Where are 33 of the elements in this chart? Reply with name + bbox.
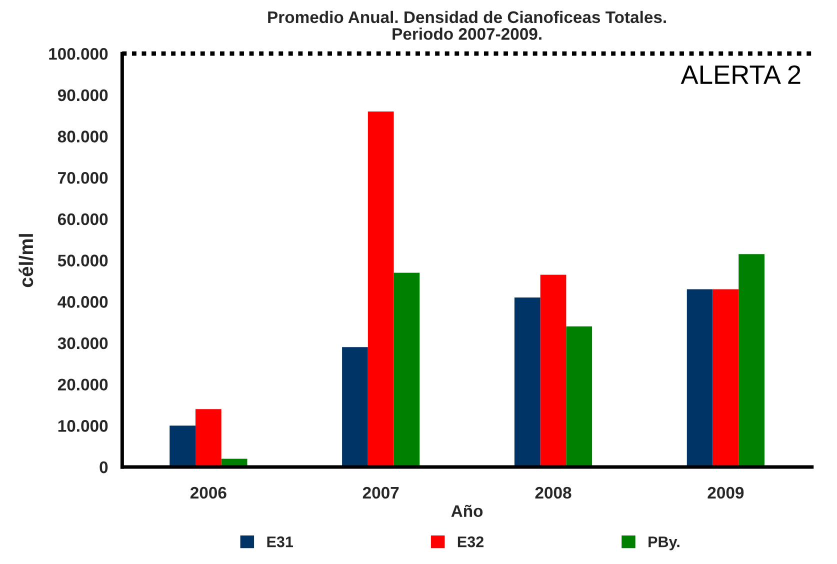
bar	[170, 426, 196, 467]
legend-label: PBy.	[648, 536, 680, 550]
x-tick-label: 2006	[190, 486, 226, 499]
y-tick-label: 0	[100, 461, 108, 474]
y-tick-label: 50.000	[58, 254, 108, 266]
legend-label: E32	[458, 536, 484, 548]
x-tick-label: 2007	[362, 486, 399, 499]
bar	[686, 289, 713, 467]
chart-title: Promedio Anual. Densidad de Cianoficeas Totales. Periodo 2007-2009.	[268, 10, 666, 40]
x-tick-label: 2008	[535, 486, 572, 499]
bar	[738, 254, 764, 467]
x-tick-label: 2009	[708, 486, 744, 499]
bar	[342, 347, 368, 467]
bar	[195, 409, 222, 467]
y-tick-label: 30.000	[58, 337, 108, 350]
y-tick-label: 10.000	[58, 420, 108, 432]
ref-line-label: ALERTA 2	[680, 65, 800, 84]
bar	[712, 289, 739, 467]
y-tick-label: 40.000	[58, 296, 108, 308]
y-tick-label: 90.000	[58, 89, 108, 102]
x-axis-title: Año	[451, 504, 483, 517]
bar	[394, 272, 420, 467]
y-tick-label: 70.000	[58, 172, 108, 184]
legend-label: E31	[267, 536, 294, 548]
bar	[540, 274, 566, 467]
bar	[566, 326, 592, 467]
y-tick-label: 20.000	[58, 378, 108, 391]
y-tick-label: 80.000	[58, 130, 108, 142]
bar	[368, 111, 394, 467]
y-tick-label: 100.000	[49, 48, 108, 60]
y-axis-title: cél/ml	[18, 234, 34, 288]
bar	[514, 297, 540, 467]
y-tick-label: 60.000	[58, 213, 108, 226]
